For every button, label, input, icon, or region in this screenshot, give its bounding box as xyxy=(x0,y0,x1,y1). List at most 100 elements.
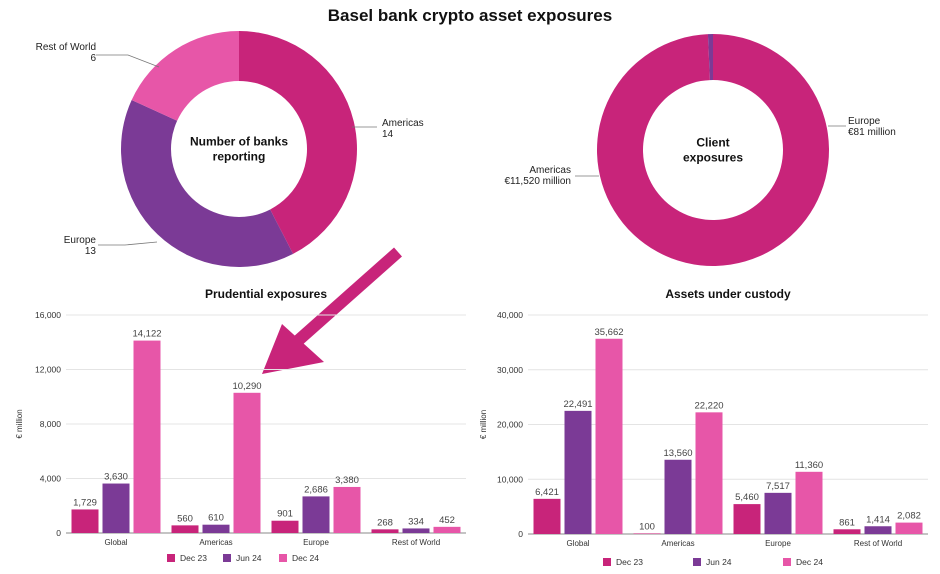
slice-value-americas: 14 xyxy=(382,129,394,140)
x-tick-label-europe: Europe xyxy=(765,539,791,548)
data-label-rest-of-world-dec-24: 452 xyxy=(439,515,455,526)
data-label-americas-jun-24: 13,560 xyxy=(663,448,692,459)
data-label-europe-dec-24: 3,380 xyxy=(335,475,359,486)
bar-europe-dec-23 xyxy=(733,504,761,534)
data-label-rest-of-world-jun-24: 1,414 xyxy=(866,514,890,525)
x-tick-label-global: Global xyxy=(566,539,589,548)
bar-americas-jun-24 xyxy=(202,524,230,533)
slice-value-rest-of-world: 6 xyxy=(90,53,96,64)
data-label-rest-of-world-dec-23: 268 xyxy=(377,517,393,528)
legend-swatch-dec-24 xyxy=(279,554,287,562)
arrow-head xyxy=(262,324,324,374)
data-label-americas-dec-23: 560 xyxy=(177,513,193,524)
bar-rest-of-world-jun-24 xyxy=(864,526,892,534)
bar-rest-of-world-dec-24 xyxy=(895,522,923,534)
x-tick-label-global: Global xyxy=(104,538,127,547)
bar-europe-jun-24 xyxy=(764,492,792,534)
x-tick-label-rest-of-world: Rest of World xyxy=(392,538,440,547)
data-label-americas-dec-24: 22,220 xyxy=(694,400,723,411)
chart-title: Assets under custody xyxy=(665,287,791,301)
bar-rest-of-world-dec-23 xyxy=(371,529,399,533)
x-tick-label-americas: Americas xyxy=(199,538,232,547)
data-label-americas-dec-24: 10,290 xyxy=(232,381,261,392)
data-label-europe-dec-24: 11,360 xyxy=(795,460,823,471)
legend-swatch-dec-23 xyxy=(167,554,175,562)
slice-value-americas: €11,520 million xyxy=(504,176,571,187)
legend-swatch-dec-23 xyxy=(603,558,611,566)
leader-line-rest-of-world xyxy=(96,54,160,68)
bar-europe-dec-24 xyxy=(795,471,823,534)
y-axis-label: € million xyxy=(15,409,24,438)
bar-global-dec-24 xyxy=(133,340,161,533)
y-tick-label: 4,000 xyxy=(40,474,62,484)
bar-rest-of-world-dec-24 xyxy=(433,526,461,533)
bar-global-jun-24 xyxy=(564,410,592,534)
x-tick-label-europe: Europe xyxy=(303,538,329,547)
data-label-rest-of-world-dec-23: 861 xyxy=(839,517,855,528)
data-label-rest-of-world-dec-24: 2,082 xyxy=(897,511,921,522)
slice-value-europe: 13 xyxy=(85,246,97,257)
y-tick-label: 16,000 xyxy=(35,310,61,320)
data-label-europe-jun-24: 7,517 xyxy=(766,481,790,492)
slice-label-rest-of-world: Rest of World xyxy=(36,42,96,53)
x-tick-label-rest-of-world: Rest of World xyxy=(854,539,902,548)
bar-global-dec-24 xyxy=(595,338,623,534)
data-label-global-dec-24: 35,662 xyxy=(594,327,623,338)
slice-value-europe: €81 million xyxy=(848,127,896,138)
data-label-global-dec-23: 6,421 xyxy=(535,487,559,498)
y-tick-label: 12,000 xyxy=(35,365,61,375)
data-label-global-jun-24: 22,491 xyxy=(563,399,592,410)
data-label-americas-dec-23: 100 xyxy=(639,521,655,532)
donut-slice-europe xyxy=(707,34,713,81)
data-label-rest-of-world-jun-24: 334 xyxy=(408,516,424,527)
legend-swatch-dec-24 xyxy=(783,558,791,566)
y-tick-label: 0 xyxy=(56,528,61,538)
donut-slice-americas xyxy=(597,34,830,266)
bar-americas-dec-24 xyxy=(233,392,261,533)
bar-chart-assets-under-custody: Assets under custody € million 0 10,000 20,0… xyxy=(479,287,928,567)
bar-europe-dec-24 xyxy=(333,486,361,533)
y-tick-label: 8,000 xyxy=(40,419,62,429)
y-tick-label: 30,000 xyxy=(497,365,523,375)
bar-europe-dec-23 xyxy=(271,520,299,533)
page-title: Basel bank crypto asset exposures xyxy=(327,6,613,25)
donut-center-label: exposures xyxy=(683,151,743,165)
y-tick-label: 20,000 xyxy=(497,420,523,430)
data-label-global-dec-24: 14,122 xyxy=(132,329,161,340)
data-label-europe-dec-23: 5,460 xyxy=(735,492,759,503)
y-tick-label: 10,000 xyxy=(497,474,523,484)
slice-label-europe: Europe xyxy=(848,116,881,127)
data-label-global-jun-24: 3,630 xyxy=(104,472,128,483)
legend-label-dec-23: Dec 23 xyxy=(180,553,207,563)
legend-label-jun-24: Jun 24 xyxy=(236,553,262,563)
bar-global-dec-23 xyxy=(533,498,561,534)
legend-label-dec-24: Dec 24 xyxy=(796,557,823,567)
donut-slice-americas xyxy=(239,31,358,254)
y-tick-label: 40,000 xyxy=(497,310,523,320)
donut-slice-rest-of-world xyxy=(131,31,239,121)
data-label-europe-jun-24: 2,686 xyxy=(304,484,328,495)
leader-line-europe xyxy=(98,241,158,246)
legend-label-jun-24: Jun 24 xyxy=(706,557,732,567)
bar-chart-prudential-exposures: Prudential exposures € million 0 4,000 8,000… xyxy=(15,287,466,563)
legend-label-dec-24: Dec 24 xyxy=(292,553,319,563)
bar-americas-dec-23 xyxy=(633,533,661,534)
bar-europe-jun-24 xyxy=(302,496,330,533)
bar-americas-jun-24 xyxy=(664,459,692,534)
bar-americas-dec-24 xyxy=(695,412,723,534)
arrow-annotation xyxy=(262,247,402,374)
bar-rest-of-world-jun-24 xyxy=(402,528,430,533)
x-tick-label-americas: Americas xyxy=(661,539,694,548)
donut-center-label: Client xyxy=(696,136,729,150)
bar-americas-dec-23 xyxy=(171,525,199,533)
legend-swatch-jun-24 xyxy=(223,554,231,562)
slice-label-americas: Americas xyxy=(529,165,571,176)
y-tick-label: 0 xyxy=(518,529,523,539)
slice-label-americas: Americas xyxy=(382,118,424,129)
bar-global-dec-23 xyxy=(71,509,99,533)
slice-label-europe: Europe xyxy=(64,235,97,246)
data-label-global-dec-23: 1,729 xyxy=(73,497,97,508)
